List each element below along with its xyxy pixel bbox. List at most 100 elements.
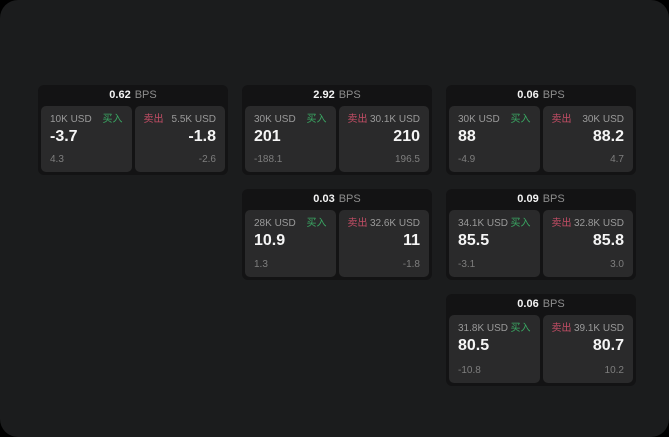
card-panels: 28K USD 买入 10.9 1.3 卖出 32.6K USD 11 -1.8 xyxy=(242,210,432,280)
buy-side-label: 买入 xyxy=(510,323,531,334)
bps-unit-label: BPS xyxy=(338,89,361,101)
sell-panel[interactable]: 卖出 5.5K USD -1.8 -2.6 xyxy=(134,106,225,172)
card-header: 0.06 BPS xyxy=(446,85,636,106)
card-panels: 34.1K USD 买入 85.5 -3.1 卖出 32.8K USD 85.8… xyxy=(446,210,636,280)
card-header: 0.62 BPS xyxy=(38,85,228,106)
sell-price: 210 xyxy=(393,128,420,145)
sell-panel-top: 卖出 30.1K USD xyxy=(348,114,421,125)
quote-cards-grid: 0.62 BPS 10K USD 买入 -3.7 4.3 卖出 5.5K USD xyxy=(38,85,636,386)
sell-price: 80.7 xyxy=(592,337,624,354)
sell-delta: 3.0 xyxy=(610,259,624,270)
sell-size: 5.5K USD xyxy=(171,114,216,125)
buy-size: 34.1K USD xyxy=(458,218,509,229)
sell-panel-top: 卖出 39.1K USD xyxy=(552,323,625,334)
sell-panel[interactable]: 卖出 30.1K USD 210 196.5 xyxy=(338,106,429,172)
sell-side-label: 卖出 xyxy=(143,114,164,125)
buy-side-label: 买入 xyxy=(510,218,531,229)
sell-panel-top: 卖出 32.6K USD xyxy=(348,218,421,229)
buy-price: 80.5 xyxy=(458,337,490,354)
buy-size: 30K USD xyxy=(458,114,500,125)
sell-panel[interactable]: 卖出 32.8K USD 85.8 3.0 xyxy=(542,210,633,277)
sell-price: 85.8 xyxy=(592,232,624,249)
buy-panel[interactable]: 34.1K USD 买入 85.5 -3.1 xyxy=(449,210,540,277)
quote-card: 2.92 BPS 30K USD 买入 201 -188.1 卖出 30.1K … xyxy=(242,85,432,175)
sell-size: 32.8K USD xyxy=(573,218,624,229)
sell-panel-top: 卖出 32.8K USD xyxy=(552,218,625,229)
sell-side-label: 卖出 xyxy=(551,114,572,125)
quote-card: 0.09 BPS 34.1K USD 买入 85.5 -3.1 卖出 32.8K… xyxy=(446,189,636,280)
bps-unit-label: BPS xyxy=(338,193,361,205)
sell-price: 88.2 xyxy=(592,128,624,145)
sell-delta: -1.8 xyxy=(402,259,420,270)
quote-card: 0.03 BPS 28K USD 买入 10.9 1.3 卖出 32.6K US… xyxy=(242,189,432,280)
buy-panel[interactable]: 31.8K USD 买入 80.5 -10.8 xyxy=(449,315,540,383)
sell-delta: 4.7 xyxy=(610,154,624,165)
quote-card: 0.06 BPS 30K USD 买入 88 -4.9 卖出 30K USD xyxy=(446,85,636,175)
card-header: 0.09 BPS xyxy=(446,189,636,210)
sell-panel[interactable]: 卖出 30K USD 88.2 4.7 xyxy=(542,106,633,172)
buy-side-label: 买入 xyxy=(306,218,327,229)
card-panels: 30K USD 买入 201 -188.1 卖出 30.1K USD 210 1… xyxy=(242,106,432,175)
sell-delta: 196.5 xyxy=(394,154,420,165)
buy-delta: -188.1 xyxy=(254,154,283,165)
sell-panel[interactable]: 卖出 39.1K USD 80.7 10.2 xyxy=(542,315,633,383)
bps-unit-label: BPS xyxy=(542,89,565,101)
buy-price: 85.5 xyxy=(458,232,490,249)
sell-price: -1.8 xyxy=(188,128,216,145)
sell-delta: 10.2 xyxy=(604,365,624,376)
buy-panel[interactable]: 10K USD 买入 -3.7 4.3 xyxy=(41,106,132,172)
sell-side-label: 卖出 xyxy=(347,218,368,229)
sell-size: 39.1K USD xyxy=(573,323,624,334)
sell-panel[interactable]: 卖出 32.6K USD 11 -1.8 xyxy=(338,210,429,277)
buy-size: 30K USD xyxy=(254,114,296,125)
buy-panel-top: 28K USD 买入 xyxy=(254,218,327,229)
buy-panel-top: 30K USD 买入 xyxy=(458,114,531,125)
card-header: 0.03 BPS xyxy=(242,189,432,210)
sell-size: 30.1K USD xyxy=(369,114,420,125)
card-header: 2.92 BPS xyxy=(242,85,432,106)
buy-price: -3.7 xyxy=(50,128,78,145)
bps-value: 2.92 xyxy=(313,89,335,101)
card-panels: 30K USD 买入 88 -4.9 卖出 30K USD 88.2 4.7 xyxy=(446,106,636,175)
buy-delta: -3.1 xyxy=(458,259,476,270)
buy-size: 28K USD xyxy=(254,218,296,229)
sell-side-label: 卖出 xyxy=(551,218,572,229)
buy-size: 10K USD xyxy=(50,114,92,125)
buy-delta: -10.8 xyxy=(458,365,481,376)
bps-value: 0.06 xyxy=(517,89,539,101)
sell-side-label: 卖出 xyxy=(551,323,572,334)
bps-value: 0.03 xyxy=(313,193,335,205)
bps-value: 0.06 xyxy=(517,298,539,310)
buy-price: 201 xyxy=(254,128,281,145)
buy-price: 10.9 xyxy=(254,232,286,249)
buy-side-label: 买入 xyxy=(102,114,123,125)
buy-panel[interactable]: 28K USD 买入 10.9 1.3 xyxy=(245,210,336,277)
buy-price: 88 xyxy=(458,128,476,145)
sell-size: 32.6K USD xyxy=(369,218,420,229)
bps-unit-label: BPS xyxy=(542,193,565,205)
buy-panel[interactable]: 30K USD 买入 201 -188.1 xyxy=(245,106,336,172)
bps-value: 0.62 xyxy=(109,89,131,101)
card-panels: 31.8K USD 买入 80.5 -10.8 卖出 39.1K USD 80.… xyxy=(446,315,636,386)
quote-card: 0.06 BPS 31.8K USD 买入 80.5 -10.8 卖出 39.1… xyxy=(446,294,636,386)
buy-panel-top: 31.8K USD 买入 xyxy=(458,323,531,334)
card-header: 0.06 BPS xyxy=(446,294,636,315)
buy-side-label: 买入 xyxy=(306,114,327,125)
sell-delta: -2.6 xyxy=(198,154,216,165)
buy-panel-top: 30K USD 买入 xyxy=(254,114,327,125)
buy-delta: 4.3 xyxy=(50,154,64,165)
buy-side-label: 买入 xyxy=(510,114,531,125)
sell-size: 30K USD xyxy=(582,114,624,125)
sell-side-label: 卖出 xyxy=(347,114,368,125)
buy-panel[interactable]: 30K USD 买入 88 -4.9 xyxy=(449,106,540,172)
bps-unit-label: BPS xyxy=(134,89,157,101)
buy-panel-top: 10K USD 买入 xyxy=(50,114,123,125)
sell-panel-top: 卖出 5.5K USD xyxy=(144,114,217,125)
sell-price: 11 xyxy=(403,232,420,249)
quote-card: 0.62 BPS 10K USD 买入 -3.7 4.3 卖出 5.5K USD xyxy=(38,85,228,175)
bps-unit-label: BPS xyxy=(542,298,565,310)
card-panels: 10K USD 买入 -3.7 4.3 卖出 5.5K USD -1.8 -2.… xyxy=(38,106,228,175)
bps-value: 0.09 xyxy=(517,193,539,205)
buy-delta: 1.3 xyxy=(254,259,268,270)
sell-panel-top: 卖出 30K USD xyxy=(552,114,625,125)
